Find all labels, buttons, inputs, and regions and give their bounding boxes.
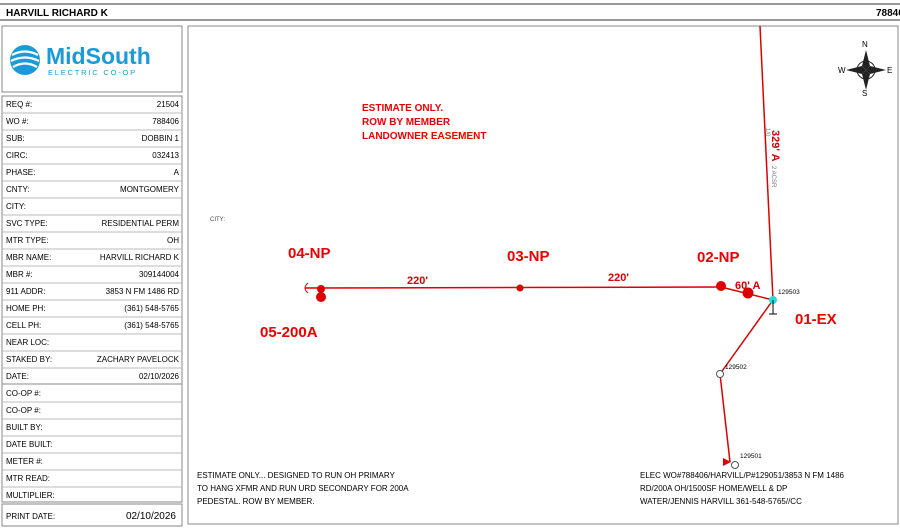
field-value: ZACHARY PAVELOCK [97,355,180,364]
span-length: 220' [608,272,629,284]
span-length: 220' [407,275,428,287]
remark: ELEC WO#788406/HARVILL/P#129051/3853 N F… [640,471,845,480]
remark: WATER/JENNIS HARVILL 361-548-5765//CC [640,497,802,506]
logo-tagline: ELECTRIC CO-OP [48,68,137,77]
wo-number: 78840 [876,8,900,19]
estimate-note: ROW BY MEMBER [362,117,451,128]
field-value: 02/10/2026 [139,372,180,381]
compass-letter: N [862,40,868,49]
remark: RD/200A OH/1500SF HOME/WELL & DP [640,484,787,493]
logo-icon [10,45,40,75]
field-value: (361) 548-5765 [124,321,179,330]
field-label: MULTIPLIER: [6,491,55,500]
field-value: MONTGOMERY [120,185,180,194]
field-label: STAKED BY: [6,355,52,364]
field-label: CO-OP #: [6,406,41,415]
pole-label: 03-NP [507,248,550,265]
field-label: DATE BUILT: [6,440,52,449]
field-value: 309144004 [139,270,180,279]
field-label: CELL PH: [6,321,41,330]
power-lines [304,25,774,463]
field-label: CNTY: [6,185,30,194]
poles [316,281,754,302]
field-label: MBR #: [6,270,33,279]
pole-id: 129502 [725,364,747,371]
field-value: OH [167,236,179,245]
field-value: HARVILL RICHARD K [100,253,180,262]
field-label: NEAR LOC: [6,338,49,347]
span-length: 329' A [769,130,781,162]
field-label: SVC TYPE: [6,219,48,228]
field-label: REQ #: [6,100,32,109]
pole-label: 02-NP [697,249,740,266]
compass-letter: S [862,89,867,98]
remark: ESTIMATE ONLY... DESIGNED TO RUN OH PRIM… [197,471,395,480]
field-label: MBR NAME: [6,253,51,262]
field-value: 032413 [152,151,179,160]
pole-label: 04-NP [288,245,331,262]
field-value: DOBBIN 1 [142,134,180,143]
field-label: 911 ADDR: [6,287,45,296]
pole-label: 01-EX [795,311,837,328]
member-name: HARVILL RICHARD K [6,8,109,19]
remark: TO HANG XFMR AND RUN URD SECONDARY FOR 2… [197,484,409,493]
field-label: PHASE: [6,168,35,177]
logo-brand: MidSouth [46,43,151,69]
field-value: (361) 548-5765 [124,304,179,313]
wire-size: 2 ACSR [770,166,776,188]
pole-id: 129503 [778,289,800,296]
pole [716,370,724,378]
field-label: BUILT BY: [6,423,43,432]
compass [846,50,886,90]
field-label: METER #: [6,457,43,466]
field-label: MTR TYPE: [6,236,49,245]
compass-letter: E [887,66,892,75]
compass-letter: W [838,66,846,75]
field-label: CIRC: [6,151,28,160]
field-label: SUB: [6,134,25,143]
print-label: PRINT DATE: [6,512,55,521]
remark: PEDESTAL. ROW BY MEMBER. [197,497,315,506]
field-value: A [174,168,180,177]
field-label: CO-OP #: [6,389,41,398]
pole-label: 05-200A [260,324,318,341]
field-label: CITY: [6,202,26,211]
pole-id: 129501 [740,453,762,460]
wire-size: 1/0 [764,128,770,137]
field-value: 21504 [157,100,180,109]
field-value: RESIDENTIAL PERM [102,219,180,228]
field-label: MTR READ: [6,474,50,483]
estimate-note: LANDOWNER EASEMENT [362,131,486,142]
estimate-note: ESTIMATE ONLY. [362,103,443,114]
span-length: 60' A [735,280,760,292]
print-date: 02/10/2026 [126,511,176,522]
city-label: CITY: [210,217,225,223]
field-label: HOME PH: [6,304,46,313]
field-value: 788406 [152,117,179,126]
field-value: 3853 N FM 1486 RD [106,287,180,296]
field-label: WO #: [6,117,29,126]
field-label: DATE: [6,372,29,381]
